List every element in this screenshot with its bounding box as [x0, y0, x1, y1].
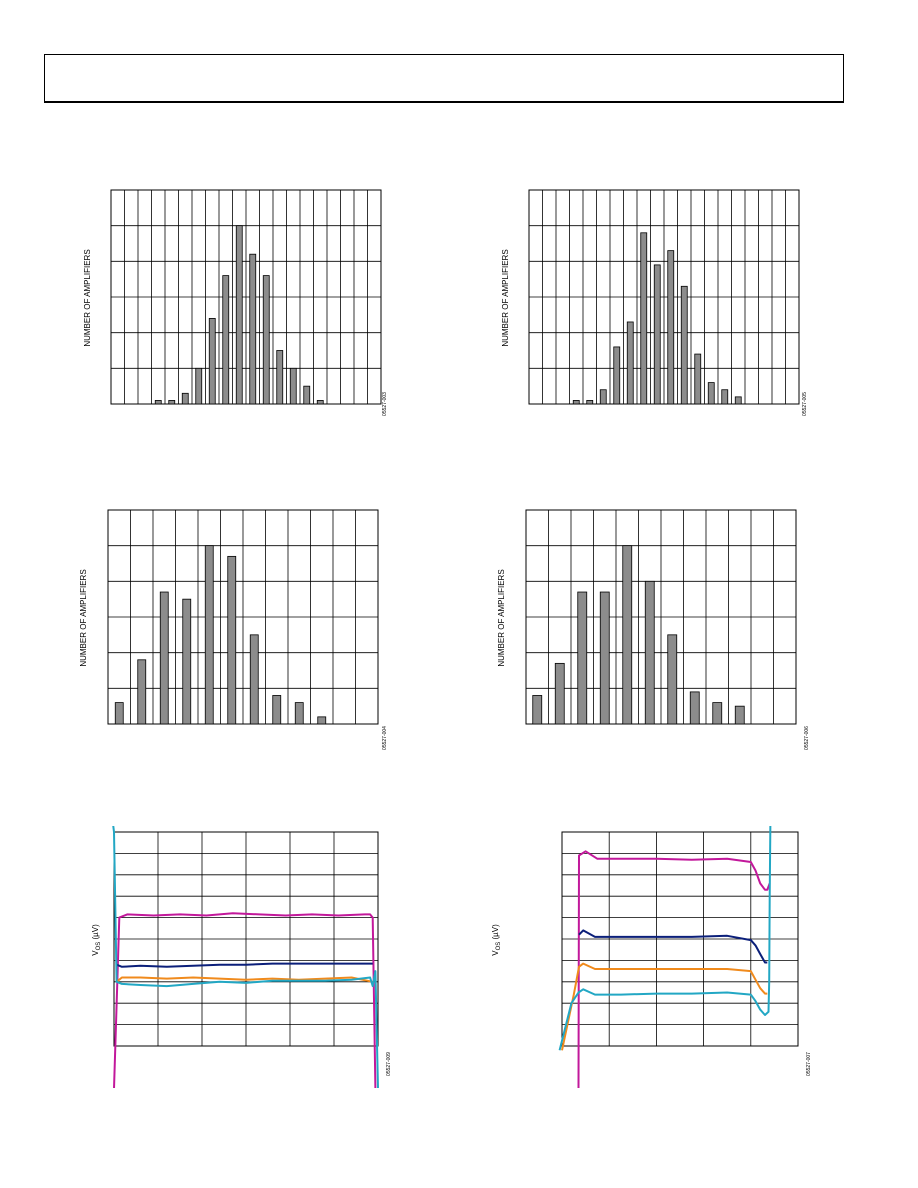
- bar: [622, 545, 633, 725]
- series-line: [113, 912, 377, 1088]
- figure-id: 05527-003: [382, 392, 388, 416]
- histogram-chart-4: NUMBER OF AMPLIFIERS 05527-006: [497, 509, 810, 750]
- bar: [667, 250, 675, 405]
- chart-grid: [107, 509, 379, 725]
- bar: [734, 396, 742, 405]
- bar: [653, 264, 661, 405]
- y-axis-label: NUMBER OF AMPLIFIERS: [497, 569, 506, 666]
- bar: [181, 392, 189, 405]
- histogram-chart-1: NUMBER OF AMPLIFIERS 05527-003: [83, 189, 388, 416]
- bar: [262, 275, 270, 405]
- bar: [316, 400, 324, 405]
- series-line: [561, 962, 768, 1051]
- bar: [667, 634, 678, 725]
- chart-bars: [154, 225, 324, 405]
- bar: [289, 367, 297, 405]
- bar: [680, 285, 688, 405]
- bar: [168, 400, 176, 405]
- bar: [195, 367, 203, 405]
- series-line: [115, 976, 373, 983]
- chart-grid: [110, 189, 382, 405]
- bar: [554, 662, 565, 725]
- line-chart-2: VOS (µV) 05527-007: [491, 826, 812, 1088]
- figure-id: 05527-004: [382, 726, 388, 750]
- chart-grid: [113, 831, 379, 1047]
- chart-lines: [112, 826, 379, 1088]
- bar: [689, 691, 700, 725]
- series-line: [116, 962, 373, 968]
- series-line: [577, 850, 771, 1088]
- bar: [626, 321, 634, 405]
- y-axis-label: VOS (µV): [91, 924, 102, 956]
- bar: [227, 555, 237, 725]
- bar: [599, 389, 607, 405]
- chart-lines: [558, 826, 772, 1088]
- bar: [721, 389, 729, 405]
- figure-id: 05527-009: [386, 1052, 392, 1076]
- y-axis-label: NUMBER OF AMPLIFIERS: [501, 249, 510, 346]
- chart-bars: [532, 545, 745, 725]
- line-chart-1: VOS (µV) 05527-009: [91, 826, 392, 1088]
- histogram-chart-3: NUMBER OF AMPLIFIERS 05527-004: [79, 509, 388, 750]
- series-line: [112, 826, 379, 1088]
- bar: [572, 400, 580, 405]
- bar: [249, 253, 257, 405]
- bar: [613, 346, 621, 405]
- page-header-box: [44, 54, 844, 103]
- bar: [294, 702, 304, 725]
- bar: [235, 225, 243, 405]
- bar: [182, 598, 192, 725]
- y-axis-label: NUMBER OF AMPLIFIERS: [83, 249, 92, 346]
- figure-id: 05527-006: [804, 726, 810, 750]
- bar: [734, 705, 745, 725]
- bar: [586, 400, 594, 405]
- chart-grid: [561, 831, 799, 1047]
- histogram-chart-2: NUMBER OF AMPLIFIERS 05527-005: [501, 189, 808, 416]
- bar: [532, 695, 543, 725]
- chart-bars: [572, 232, 742, 405]
- series-line: [578, 929, 768, 964]
- figure-id: 05527-007: [806, 1052, 812, 1076]
- bar: [577, 591, 588, 725]
- bar: [249, 634, 259, 725]
- bar: [272, 695, 282, 725]
- bar: [694, 353, 702, 405]
- bar: [707, 382, 715, 405]
- chart-grid: [528, 189, 800, 405]
- bar: [204, 545, 214, 725]
- bar: [159, 591, 169, 725]
- chart-grid: [525, 509, 797, 725]
- y-axis-label: NUMBER OF AMPLIFIERS: [79, 569, 88, 666]
- bar: [599, 591, 610, 725]
- bar: [154, 400, 162, 405]
- bar: [644, 580, 655, 725]
- bar: [640, 232, 648, 405]
- chart-bars: [114, 545, 327, 725]
- bar: [317, 716, 327, 725]
- bar: [222, 275, 230, 405]
- y-axis-label: VOS (µV): [491, 924, 502, 956]
- bar: [208, 317, 216, 405]
- bar: [137, 659, 147, 725]
- series-line: [558, 826, 772, 1051]
- bar: [303, 385, 311, 405]
- bar: [712, 702, 723, 725]
- bar: [114, 702, 124, 725]
- bar: [276, 350, 284, 405]
- figure-id: 05527-005: [802, 392, 808, 416]
